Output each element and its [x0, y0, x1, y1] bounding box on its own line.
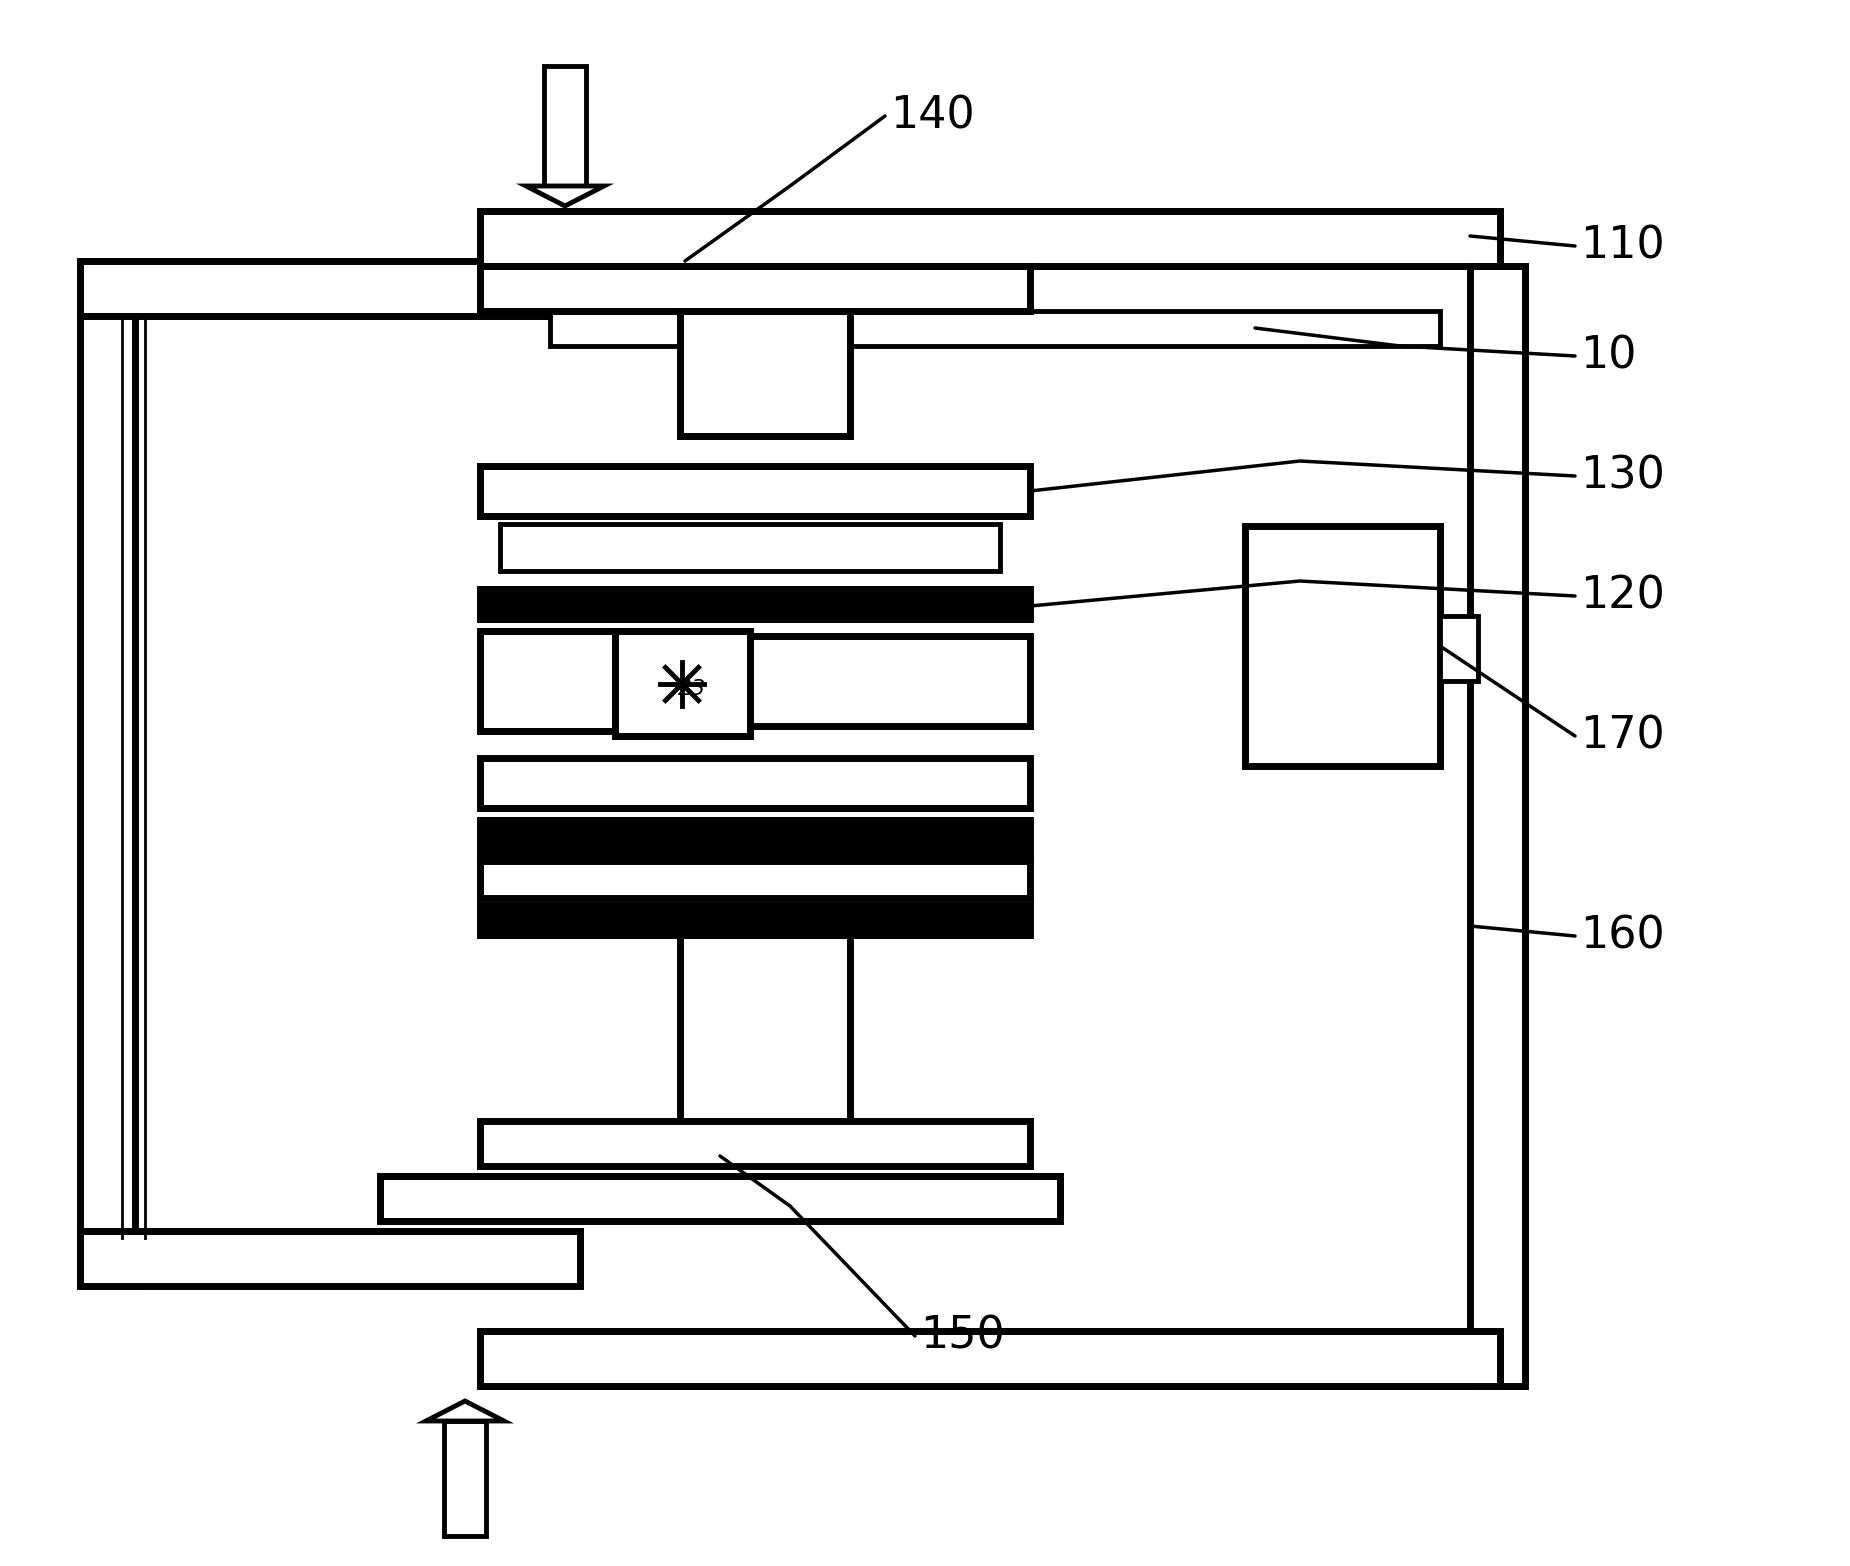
Bar: [614, 631, 749, 736]
Bar: [1471, 266, 1524, 1386]
Text: 160: 160: [1580, 915, 1665, 957]
Bar: [549, 312, 1439, 346]
Bar: [479, 211, 1500, 266]
Bar: [479, 1121, 1030, 1167]
Polygon shape: [426, 1402, 503, 1420]
Bar: [479, 266, 1030, 312]
Bar: [80, 316, 135, 1286]
Bar: [1439, 615, 1478, 681]
Text: 130: 130: [1580, 454, 1665, 498]
Bar: [479, 631, 614, 731]
Bar: [80, 1231, 581, 1286]
Bar: [500, 525, 1001, 572]
Bar: [479, 589, 1030, 619]
Polygon shape: [525, 186, 603, 207]
Bar: [479, 905, 1030, 935]
Bar: [379, 1176, 1060, 1221]
Bar: [479, 1331, 1500, 1386]
Bar: [479, 861, 1030, 897]
Text: 120: 120: [1580, 575, 1665, 617]
Bar: [479, 821, 1030, 858]
Bar: [681, 935, 849, 1121]
Text: 170: 170: [1580, 714, 1665, 758]
Bar: [479, 758, 1030, 808]
Bar: [80, 262, 631, 316]
Bar: [681, 312, 849, 435]
Bar: [444, 1420, 487, 1536]
Text: 140: 140: [890, 94, 975, 138]
Bar: [479, 467, 1030, 517]
Bar: [1245, 526, 1439, 766]
Text: 23: 23: [677, 680, 707, 698]
Text: 110: 110: [1580, 224, 1665, 268]
Bar: [749, 636, 1030, 727]
Text: 150: 150: [919, 1314, 1005, 1358]
Text: 10: 10: [1580, 335, 1637, 377]
Bar: [544, 66, 586, 186]
